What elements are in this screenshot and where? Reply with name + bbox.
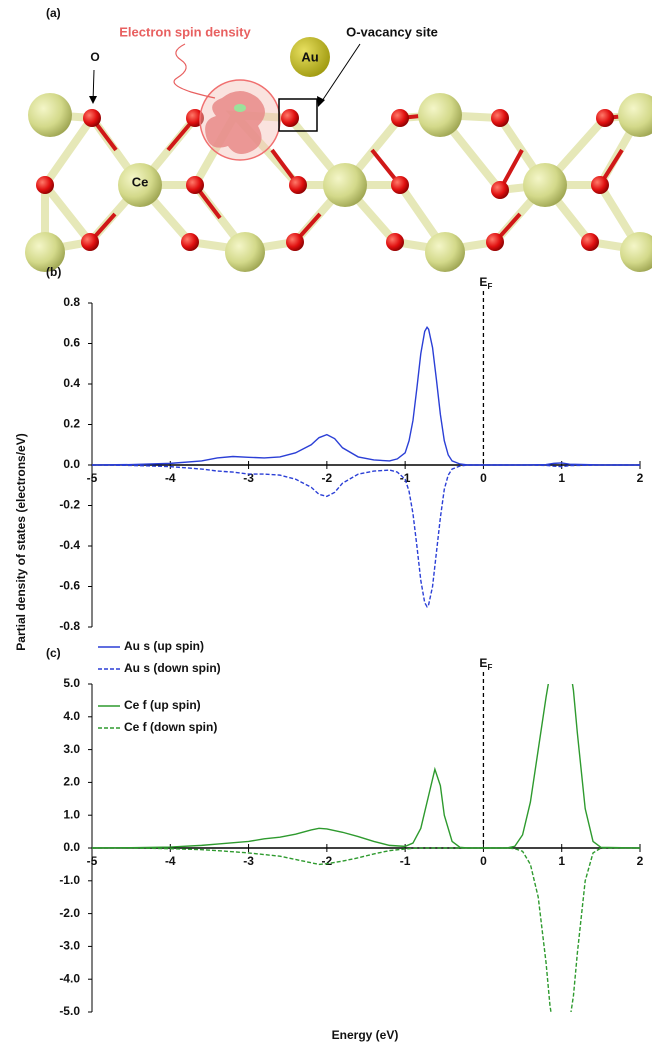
ce-atom xyxy=(323,163,367,207)
y-tick-label: 2.0 xyxy=(63,775,80,789)
ce-atom xyxy=(28,93,72,137)
o-atom xyxy=(486,233,504,251)
o-atom xyxy=(186,176,204,194)
o-label: O xyxy=(90,50,99,64)
o-atom xyxy=(491,181,509,199)
vacancy-label: O-vacancy site xyxy=(346,24,438,39)
y-tick-label: -2.0 xyxy=(59,906,80,920)
y-tick-label: 4.0 xyxy=(63,709,80,723)
ce-atom xyxy=(225,232,265,272)
fermi-label-main: E xyxy=(479,656,487,670)
series-line xyxy=(92,684,640,849)
vacancy-box xyxy=(278,98,318,132)
x-tick-label: 1 xyxy=(558,471,565,485)
ce-atom xyxy=(25,232,65,272)
ce-atom xyxy=(620,232,652,272)
x-tick-label: 1 xyxy=(558,854,565,868)
ce-atom xyxy=(618,93,652,137)
legend-label: Ce f (up spin) xyxy=(124,698,201,712)
y-tick-label: 5.0 xyxy=(63,676,80,690)
o-atom xyxy=(281,109,299,127)
o-atom xyxy=(386,233,404,251)
x-tick-label: -3 xyxy=(243,471,254,485)
x-axis-label: Energy (eV) xyxy=(332,1028,399,1042)
ce-atom xyxy=(118,163,162,207)
o-atom xyxy=(391,109,409,127)
fermi-label-main: E xyxy=(479,275,487,289)
y-tick-label: -0.6 xyxy=(59,579,80,593)
x-tick-label: 0 xyxy=(480,854,487,868)
ce-atom xyxy=(523,163,567,207)
o-atom xyxy=(596,109,614,127)
o-atom xyxy=(491,109,509,127)
y-tick-label: -4.0 xyxy=(59,971,80,985)
legend-label: Ce f (down spin) xyxy=(124,720,217,734)
o-atom xyxy=(286,233,304,251)
series-line xyxy=(92,326,640,466)
y-tick-label: -0.2 xyxy=(59,498,80,512)
x-tick-label: -2 xyxy=(322,854,333,868)
fermi-label: EF xyxy=(479,656,492,672)
structure xyxy=(25,37,652,272)
au-atom xyxy=(290,37,330,77)
fermi-label-sub: F xyxy=(487,663,492,672)
x-tick-label: 0 xyxy=(480,471,487,485)
ce-atom xyxy=(418,93,462,137)
y-axis-label: Partial density of states (electrons/eV) xyxy=(14,433,28,650)
o-arrow-head xyxy=(89,96,97,104)
vacancy-arrow xyxy=(319,43,361,105)
y-tick-label: -0.8 xyxy=(59,619,80,633)
o-atom xyxy=(81,233,99,251)
x-tick-label: -5 xyxy=(87,471,98,485)
o-atom xyxy=(391,176,409,194)
y-tick-label: 3.0 xyxy=(63,742,80,756)
x-tick-label: -3 xyxy=(243,854,254,868)
o-atom xyxy=(36,176,54,194)
y-tick-label: 0.6 xyxy=(63,336,80,350)
legend-label: Au s (down spin) xyxy=(124,661,221,675)
spin-squiggle xyxy=(173,43,216,99)
series-line xyxy=(92,464,640,608)
panel-label: (a) xyxy=(46,6,61,20)
panel-label: (b) xyxy=(46,265,61,279)
spin-label: Electron spin density xyxy=(119,24,251,39)
spin-density-core xyxy=(234,104,246,112)
y-tick-label: 0.4 xyxy=(63,376,80,390)
o-atom xyxy=(581,233,599,251)
x-tick-label: -1 xyxy=(400,471,411,485)
x-tick-label: -2 xyxy=(322,471,333,485)
au-label: Au xyxy=(301,49,318,64)
y-tick-label: -3.0 xyxy=(59,939,80,953)
fermi-label-sub: F xyxy=(487,282,492,291)
y-tick-label: 0.2 xyxy=(63,417,80,431)
series-line xyxy=(92,847,640,1012)
y-tick-label: -1.0 xyxy=(59,873,80,887)
ce-atom xyxy=(425,232,465,272)
vacancy-arrow-head xyxy=(317,96,325,107)
y-tick-label: -0.4 xyxy=(59,538,80,552)
panel-label: (c) xyxy=(46,646,61,660)
y-tick-label: 0.0 xyxy=(63,840,80,854)
legend-label: Au s (up spin) xyxy=(124,639,204,653)
x-tick-label: -4 xyxy=(165,854,176,868)
o-atom xyxy=(289,176,307,194)
x-tick-label: 2 xyxy=(637,854,644,868)
y-tick-label: 0.8 xyxy=(63,295,80,309)
o-atom xyxy=(181,233,199,251)
bonds-red xyxy=(88,114,626,244)
x-tick-label: 2 xyxy=(637,471,644,485)
fermi-label: EF xyxy=(479,275,492,291)
x-tick-label: -5 xyxy=(87,854,98,868)
spin-density xyxy=(205,91,265,154)
y-tick-label: -5.0 xyxy=(59,1004,80,1018)
y-tick-label: 1.0 xyxy=(63,807,80,821)
y-tick-label: 0.0 xyxy=(63,457,80,471)
o-atom xyxy=(83,109,101,127)
o-atom xyxy=(591,176,609,194)
x-tick-label: -4 xyxy=(165,471,176,485)
ce-label: Ce xyxy=(132,174,149,189)
x-tick-label: -1 xyxy=(400,854,411,868)
